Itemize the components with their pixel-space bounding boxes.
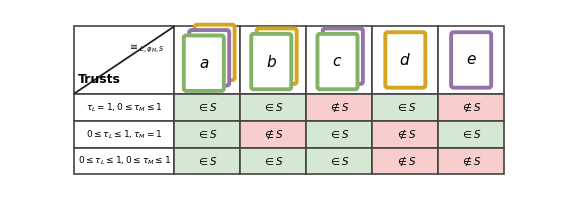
Bar [438, 94, 504, 121]
Bar [372, 26, 438, 94]
Text: $\mathit{b}$: $\mathit{b}$ [266, 54, 277, 69]
Bar [240, 121, 306, 148]
Text: $\notin S$: $\notin S$ [460, 101, 482, 114]
FancyBboxPatch shape [195, 25, 235, 80]
Bar [240, 148, 306, 174]
Text: $\in S$: $\in S$ [328, 155, 350, 167]
Text: $\mathit{c}$: $\mathit{c}$ [332, 54, 342, 69]
Text: $\mathit{d}$: $\mathit{d}$ [399, 52, 411, 68]
Text: $\in S$: $\in S$ [196, 101, 218, 113]
Bar [74, 148, 174, 174]
Text: $\notin S$: $\notin S$ [328, 101, 350, 114]
Bar [372, 121, 438, 148]
Bar [438, 26, 504, 94]
Bar [74, 26, 174, 94]
FancyBboxPatch shape [451, 32, 491, 88]
FancyBboxPatch shape [189, 30, 229, 86]
Text: $\in S$: $\in S$ [196, 128, 218, 140]
Bar [438, 121, 504, 148]
Bar [372, 148, 438, 174]
Text: $\tau_L = 1, 0 \leq \tau_M \leq 1$: $\tau_L = 1, 0 \leq \tau_M \leq 1$ [86, 101, 162, 114]
Bar [306, 94, 372, 121]
Bar [174, 26, 240, 94]
FancyBboxPatch shape [251, 34, 291, 89]
Text: $\notin S$: $\notin S$ [395, 128, 416, 141]
FancyBboxPatch shape [385, 32, 425, 88]
Text: $\in S$: $\in S$ [262, 101, 284, 113]
Bar [306, 26, 372, 94]
Text: $\notin S$: $\notin S$ [460, 154, 482, 168]
Text: $\notin S$: $\notin S$ [395, 154, 416, 168]
Bar [174, 121, 240, 148]
Bar [174, 94, 240, 121]
Bar [240, 26, 306, 94]
Text: $0 \leq \tau_L \leq 1, 0 \leq \tau_M \leq 1$: $0 \leq \tau_L \leq 1, 0 \leq \tau_M \le… [78, 155, 171, 167]
Text: $\in S$: $\in S$ [196, 155, 218, 167]
Bar [306, 121, 372, 148]
Text: $\notin S$: $\notin S$ [262, 128, 284, 141]
Text: $\mathit{e}$: $\mathit{e}$ [466, 52, 477, 68]
Text: $\mathit{a}$: $\mathit{a}$ [199, 56, 209, 71]
FancyBboxPatch shape [318, 34, 358, 89]
Text: $\in S$: $\in S$ [328, 128, 350, 140]
Bar [174, 148, 240, 174]
Bar [74, 94, 174, 121]
Bar [240, 94, 306, 121]
Bar [306, 148, 372, 174]
Text: $\in S$: $\in S$ [395, 101, 416, 113]
Bar [74, 121, 174, 148]
FancyBboxPatch shape [184, 35, 224, 91]
Text: $\in S$: $\in S$ [460, 128, 482, 140]
Bar [372, 94, 438, 121]
Text: Trusts: Trusts [78, 73, 121, 86]
FancyBboxPatch shape [257, 29, 297, 84]
Text: $\in S$: $\in S$ [262, 155, 284, 167]
FancyBboxPatch shape [323, 29, 363, 84]
Text: $\cong_{L,\varphi_M,S}$: $\cong_{L,\varphi_M,S}$ [128, 43, 165, 55]
Bar [438, 148, 504, 174]
Text: $0 \leq \tau_L \leq 1, \tau_M = 1$: $0 \leq \tau_L \leq 1, \tau_M = 1$ [86, 128, 162, 141]
